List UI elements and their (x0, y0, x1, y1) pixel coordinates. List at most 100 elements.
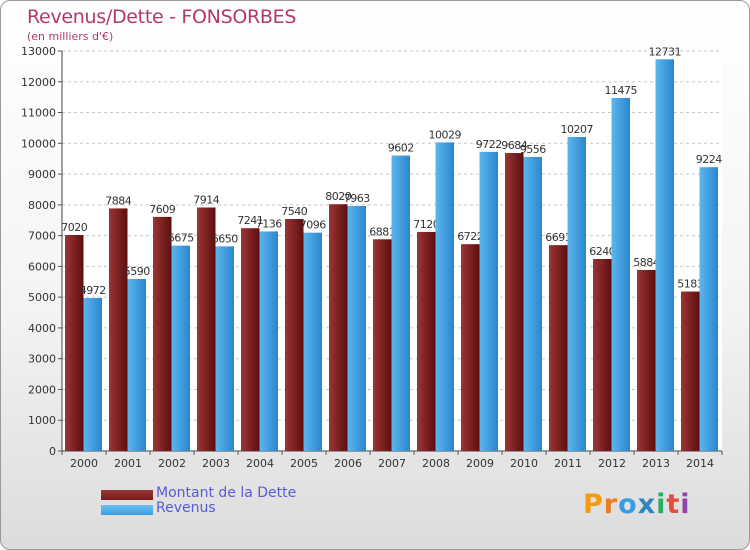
logo-letter: i (656, 489, 667, 520)
x-tick-label: 2006 (334, 457, 362, 470)
data-label-revenus: 10207 (561, 123, 594, 136)
x-tick-label: 2010 (510, 457, 538, 470)
legend-swatch-revenus (101, 505, 153, 515)
legend-label-revenus: Revenus (156, 500, 216, 516)
y-tick-label: 10000 (21, 137, 56, 150)
x-tick-label: 2012 (598, 457, 626, 470)
data-label-revenus: 7963 (344, 192, 370, 205)
x-tick-label: 2011 (554, 457, 582, 470)
bar-dette (681, 291, 700, 451)
y-tick-label: 12000 (21, 76, 56, 89)
data-label-dette: 7120 (413, 218, 439, 231)
x-tick-label: 2013 (642, 457, 670, 470)
logo-letter: t (666, 489, 681, 520)
x-tick-label: 2003 (202, 457, 230, 470)
y-tick-label: 4000 (28, 322, 56, 335)
proxiti-logo: Proxiti (583, 489, 691, 520)
y-tick-label: 1000 (28, 414, 56, 427)
data-label-revenus: 9556 (520, 143, 546, 156)
bar-dette (329, 204, 348, 451)
y-tick-label: 6000 (28, 260, 56, 273)
data-label-dette: 5183 (677, 278, 703, 291)
data-label-dette: 7884 (105, 194, 131, 207)
logo-letter: i (680, 489, 691, 520)
bar-dette (505, 153, 524, 451)
data-label-dette: 7609 (149, 203, 175, 216)
y-tick-label: 11000 (21, 107, 56, 120)
y-tick-label: 8000 (28, 199, 56, 212)
x-tick-label: 2005 (290, 457, 318, 470)
data-label-dette: 7020 (61, 221, 87, 234)
bar-revenus (347, 205, 366, 451)
bar-revenus (83, 298, 102, 451)
bar-dette (549, 245, 568, 451)
y-tick-label: 7000 (28, 230, 56, 243)
data-label-revenus: 6650 (212, 232, 238, 245)
bar-revenus (215, 246, 234, 451)
data-label-revenus: 12731 (649, 45, 682, 58)
data-label-dette: 6881 (369, 225, 395, 238)
bar-revenus (611, 97, 630, 451)
logo-letter: P (583, 489, 604, 520)
x-tick-label: 2004 (246, 457, 274, 470)
bar-revenus (127, 279, 146, 451)
x-tick-label: 2000 (70, 457, 98, 470)
bar-revenus (479, 151, 498, 451)
bar-dette (153, 216, 172, 451)
y-tick-label: 0 (49, 445, 56, 458)
x-tick-label: 2009 (466, 457, 494, 470)
logo-letter: o (618, 489, 638, 520)
bar-revenus (303, 232, 322, 451)
bar-revenus (655, 59, 674, 452)
data-label-revenus: 9722 (476, 138, 502, 151)
data-label-dette: 7241 (237, 214, 263, 227)
bar-dette (417, 231, 436, 451)
data-label-dette: 9684 (501, 139, 527, 152)
data-label-dette: 6722 (457, 230, 483, 243)
bar-revenus (699, 167, 718, 451)
data-label-revenus: 7096 (300, 219, 326, 232)
bar-dette (593, 259, 612, 451)
bar-dette (461, 244, 480, 451)
data-label-revenus: 9224 (696, 153, 722, 166)
x-tick-label: 2008 (422, 457, 450, 470)
legend-swatch-dette (101, 490, 153, 500)
y-tick-label: 3000 (28, 353, 56, 366)
data-label-dette: 6691 (545, 231, 571, 244)
y-tick-label: 2000 (28, 383, 56, 396)
x-tick-label: 2007 (378, 457, 406, 470)
data-label-revenus: 9602 (388, 142, 414, 155)
data-label-dette: 7914 (193, 193, 219, 206)
y-tick-label: 5000 (28, 291, 56, 304)
bar-dette (65, 235, 84, 451)
bar-dette (637, 269, 656, 451)
data-label-revenus: 7136 (256, 217, 282, 230)
data-label-revenus: 5590 (124, 265, 150, 278)
logo-letter: r (603, 489, 619, 520)
chart-title: Revenus/Dette - FONSORBES (27, 6, 297, 28)
x-tick-label: 2001 (114, 457, 142, 470)
data-label-revenus: 11475 (605, 84, 638, 97)
legend-label-dette: Montant de la Dette (156, 485, 297, 501)
x-tick-label: 2002 (158, 457, 186, 470)
x-tick-label: 2014 (686, 457, 714, 470)
data-label-dette: 7540 (281, 205, 307, 218)
logo-letter: x (637, 489, 657, 520)
data-label-revenus: 6675 (168, 232, 194, 245)
data-label-dette: 6240 (589, 245, 615, 258)
bar-revenus (435, 142, 454, 451)
data-label-dette: 8020 (325, 190, 351, 203)
bar-dette (109, 208, 128, 451)
y-tick-label: 13000 (21, 45, 56, 58)
bar-revenus (259, 231, 278, 451)
bar-dette (285, 219, 304, 451)
chart-subtitle: (en milliers d'€) (27, 30, 114, 43)
bar-revenus (171, 245, 190, 451)
bar-revenus (567, 136, 586, 451)
data-label-dette: 5884 (633, 256, 659, 269)
data-label-revenus: 10029 (429, 128, 462, 141)
y-tick-label: 9000 (28, 168, 56, 181)
bar-dette (197, 207, 216, 451)
